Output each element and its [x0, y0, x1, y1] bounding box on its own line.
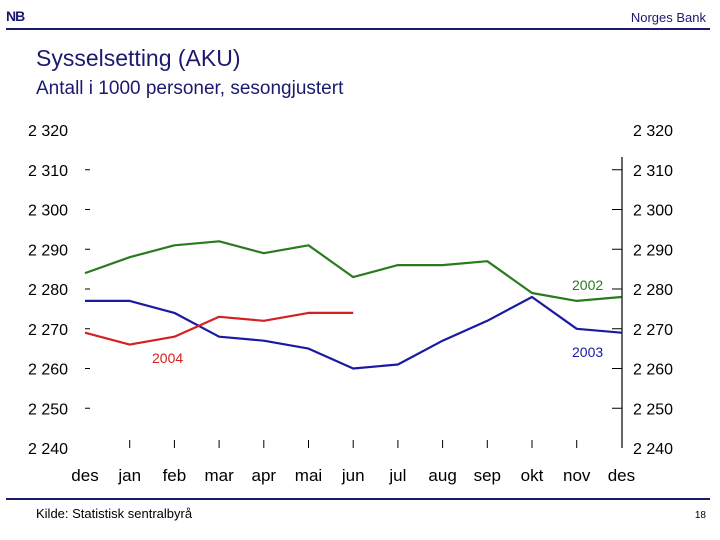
x-tick-label: des	[71, 466, 98, 485]
series-label-2002: 2002	[572, 277, 603, 293]
y-tick-label-right: 2 290	[633, 242, 673, 259]
y-tick-label-left: 2 300	[28, 203, 68, 220]
series-line-2002	[84, 240, 622, 302]
norges-bank-logo: NB	[6, 8, 25, 24]
x-tick-label: jul	[388, 466, 406, 485]
series-label-2004: 2004	[152, 350, 183, 366]
y-tick-label-left: 2 250	[28, 401, 68, 418]
x-tick-label: jan	[117, 466, 141, 485]
y-tick-label-right: 2 260	[633, 362, 673, 379]
y-tick-label-left: 2 290	[28, 242, 68, 259]
x-tick-label: mar	[204, 466, 234, 485]
y-tick-label-left: 2 240	[28, 441, 68, 458]
y-tick-label-right: 2 280	[633, 282, 673, 299]
footer-divider	[6, 498, 710, 500]
page-number: 18	[694, 510, 706, 521]
y-tick-label-right: 2 310	[633, 163, 673, 180]
x-tick-label: sep	[474, 466, 501, 485]
brand-name: Norges Bank	[630, 10, 706, 25]
x-tick-label: feb	[163, 466, 187, 485]
y-tick-label-right: 2 270	[633, 322, 673, 339]
employment-line-chart: 2 240 2 240 2 250 2 250 2 260 2 260 2 270 2 270…	[28, 123, 673, 485]
y-tick-label-left: 2 310	[28, 163, 68, 180]
chart-title: Sysselsetting (AKU)	[36, 45, 241, 71]
series-label-2003: 2003	[572, 344, 603, 360]
y-tick-label-left: 2 270	[28, 322, 68, 339]
x-tick-label: jun	[341, 466, 365, 485]
y-tick-label-right: 2 300	[633, 203, 673, 220]
y-tick-label-right: 2 250	[633, 401, 673, 418]
x-tick-label: okt	[521, 466, 544, 485]
y-tick-label-left: 2 260	[28, 362, 68, 379]
y-tick-label-right: 2 320	[633, 123, 673, 140]
y-tick-label-right: 2 240	[633, 441, 673, 458]
x-tick-label: des	[608, 466, 635, 485]
series-line-2004	[84, 311, 354, 346]
source-note: Kilde: Statistisk sentralbyrå	[36, 506, 193, 521]
y-tick-label-left: 2 280	[28, 282, 68, 299]
chart-subtitle: Antall i 1000 personer, sesongjustert	[36, 78, 344, 99]
series-line-2003	[85, 295, 622, 370]
x-tick-label: apr	[252, 466, 277, 485]
header-divider	[6, 28, 710, 30]
x-tick-label: mai	[295, 466, 322, 485]
x-tick-label: nov	[563, 466, 591, 485]
x-tick-label: aug	[428, 466, 456, 485]
y-tick-label-left: 2 320	[28, 123, 68, 140]
